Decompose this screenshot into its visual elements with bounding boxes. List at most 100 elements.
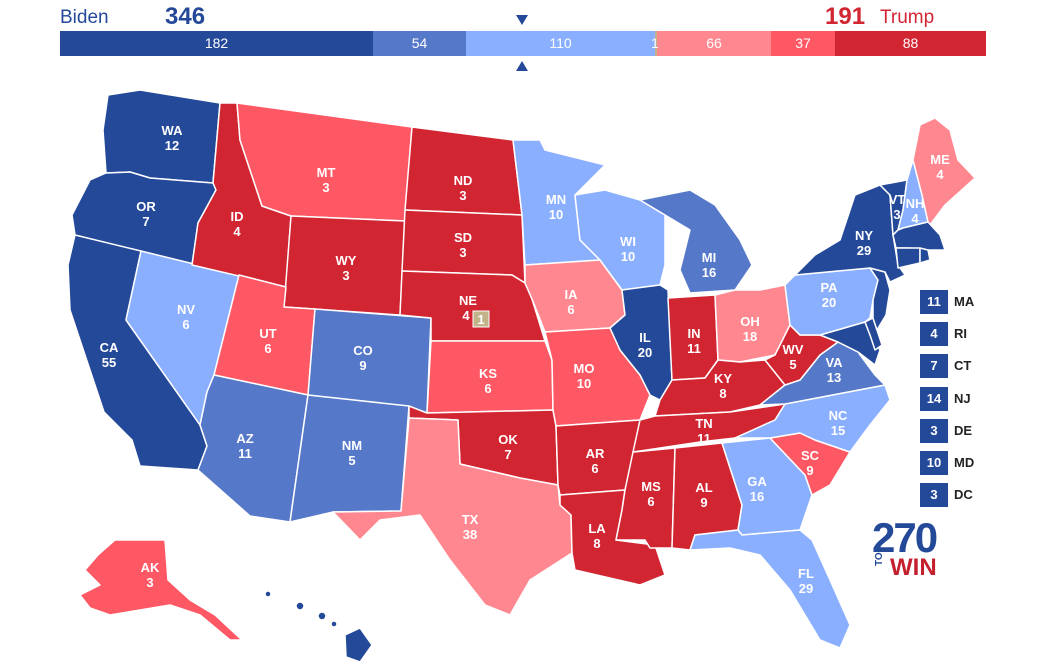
state-label-ut: UT — [259, 326, 276, 341]
small-state-abbr: DE — [954, 422, 973, 438]
state-ev-sd: 3 — [459, 245, 466, 260]
small-state-row-ri[interactable]: 4 RI — [920, 322, 1000, 347]
state-label-pa: PA — [820, 280, 838, 295]
state-ev-wy: 3 — [342, 268, 349, 283]
state-label-ok: OK — [498, 432, 518, 447]
state-ev-il: 20 — [638, 345, 652, 360]
state-label-ia: IA — [565, 287, 579, 302]
state-ev-me: 4 — [936, 167, 944, 182]
state-label-hi: HI — [316, 634, 329, 649]
state-ri[interactable] — [919, 247, 931, 264]
state-nj[interactable] — [869, 267, 891, 331]
state-ev-ar: 6 — [591, 461, 598, 476]
state-ev-in: 11 — [687, 341, 701, 356]
state-label-wv: WV — [783, 342, 804, 357]
tally-header: Biden 346 191 Trump 182 54 110 1 66 37 88 — [0, 0, 1050, 78]
state-label-me: ME — [930, 152, 950, 167]
bar-segment-lean_dem: 110 — [466, 31, 655, 56]
state-hi-island[interactable] — [295, 601, 305, 611]
state-hi-island[interactable] — [264, 590, 272, 598]
state-ev-id: 4 — [233, 224, 241, 239]
small-state-row-nj[interactable]: 14 NJ — [920, 386, 1000, 411]
trump-name: Trump — [880, 7, 935, 28]
logo-win: WIN — [890, 554, 937, 581]
state-il[interactable] — [609, 284, 673, 401]
state-ev-ak: 3 — [146, 575, 153, 590]
ne-district-ev: 1 — [477, 312, 484, 327]
state-label-tn: TN — [695, 416, 712, 431]
bar-segment-likely_dem: 54 — [373, 31, 466, 56]
electoral-vote-bar: 182 54 110 1 66 37 88 — [60, 31, 986, 56]
state-label-il: IL — [639, 330, 651, 345]
ne-district-tossup-box[interactable] — [472, 310, 490, 328]
state-label-nm: NM — [342, 438, 362, 453]
trump-electoral-total: 191 — [825, 3, 866, 30]
state-ev-nc: 15 — [831, 423, 845, 438]
state-az[interactable] — [197, 374, 309, 523]
state-label-id: ID — [231, 209, 244, 224]
state-label-az: AZ — [236, 431, 253, 446]
state-ev-sc: 9 — [806, 463, 813, 478]
state-ev-mn: 10 — [549, 207, 563, 222]
state-ev-pa: 20 — [822, 295, 836, 310]
state-label-tx: TX — [462, 512, 479, 527]
state-ev-wv: 5 — [789, 357, 796, 372]
state-ev-la: 8 — [593, 536, 600, 551]
state-wi[interactable] — [574, 189, 666, 291]
small-state-ev: 11 — [920, 290, 948, 314]
state-label-vt: VT — [889, 192, 906, 207]
state-ct[interactable] — [895, 247, 921, 269]
state-label-wi: WI — [620, 234, 636, 249]
bar-segment-likely_rep: 37 — [771, 31, 835, 56]
state-ev-or: 7 — [142, 214, 149, 229]
bar-segment-safe_rep: 88 — [835, 31, 986, 56]
state-label-ak: AK — [141, 560, 160, 575]
small-state-ev: 3 — [920, 418, 948, 443]
state-ev-ny: 29 — [857, 243, 871, 258]
small-state-abbr: CT — [954, 358, 972, 374]
small-state-row-md[interactable]: 10 MD — [920, 450, 1000, 475]
state-ev-nv: 6 — [182, 317, 189, 332]
state-fl[interactable] — [689, 529, 851, 649]
state-label-mn: MN — [546, 192, 566, 207]
state-me[interactable] — [912, 117, 976, 226]
state-label-la: LA — [588, 521, 606, 536]
bar-segment-lean_rep: 66 — [657, 31, 771, 56]
bar-segment-tossup: 1 — [651, 31, 659, 56]
small-state-ev: 14 — [920, 386, 948, 411]
state-ev-fl: 29 — [799, 581, 813, 596]
state-ev-oh: 18 — [743, 329, 757, 344]
small-state-abbr: DC — [954, 487, 973, 503]
state-tx[interactable] — [332, 417, 573, 616]
state-label-wa: WA — [162, 123, 184, 138]
small-state-row-ma[interactable]: 11 MA — [920, 290, 1000, 314]
small-state-row-de[interactable]: 3 DE — [920, 418, 1000, 443]
state-ev-al: 9 — [700, 495, 707, 510]
state-label-wy: WY — [336, 253, 357, 268]
state-label-ks: KS — [479, 366, 497, 381]
state-label-mo: MO — [574, 361, 595, 376]
state-label-nv: NV — [177, 302, 195, 317]
biden-electoral-total: 346 — [165, 3, 206, 30]
state-label-ms: MS — [641, 479, 661, 494]
state-ev-ga: 16 — [750, 489, 764, 504]
state-mt[interactable] — [236, 102, 413, 222]
state-hi[interactable] — [344, 627, 373, 663]
small-state-abbr: RI — [954, 326, 967, 342]
state-label-co: CO — [353, 343, 373, 358]
270-marker-bottom-icon — [516, 61, 528, 71]
state-ev-wa: 12 — [165, 138, 179, 153]
state-ak[interactable] — [79, 539, 243, 641]
state-ev-ia: 6 — [567, 302, 574, 317]
state-hi-island[interactable] — [330, 620, 338, 628]
bar-segment-safe_dem: 182 — [60, 31, 373, 56]
state-label-al: AL — [695, 480, 712, 495]
small-state-row-ct[interactable]: 7 CT — [920, 354, 1000, 379]
state-nc[interactable] — [734, 384, 891, 453]
small-state-row-dc[interactable]: 3 DC — [920, 483, 1000, 508]
state-de[interactable] — [864, 317, 883, 351]
state-hi-island[interactable] — [317, 611, 327, 621]
state-ev-mi: 16 — [702, 265, 716, 280]
state-label-ca: CA — [100, 340, 119, 355]
state-label-va: VA — [825, 355, 843, 370]
